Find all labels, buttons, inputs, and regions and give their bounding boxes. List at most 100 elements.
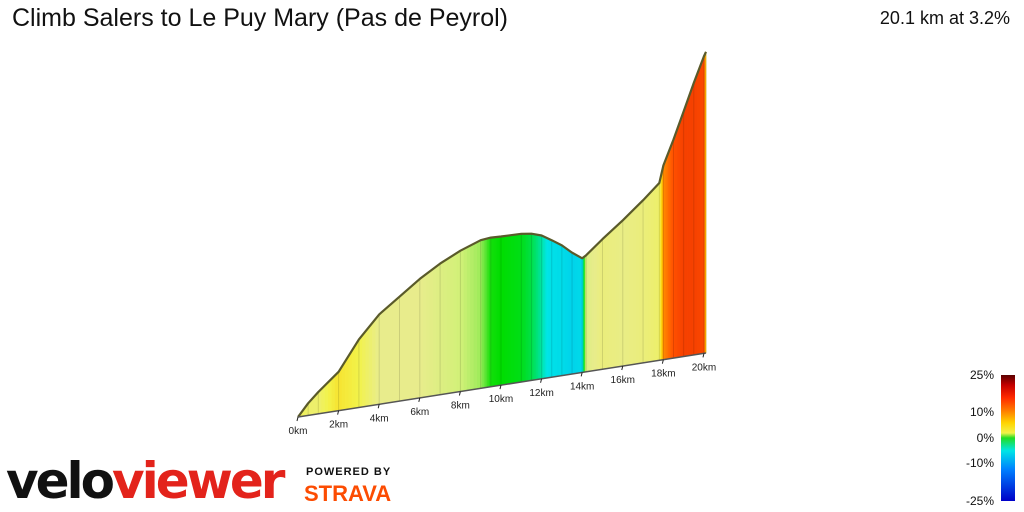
profile-slice [439, 260, 444, 396]
profile-slice [612, 225, 617, 368]
x-axis-tick [296, 416, 299, 422]
profile-slice [432, 265, 438, 397]
profile-slice [650, 187, 655, 362]
profile-base-line [297, 352, 707, 418]
profile-ridge-line [297, 51, 707, 418]
x-axis-tick-label: 8km [451, 401, 470, 412]
x-axis-tick-label: 18km [651, 369, 675, 380]
profile-slice [338, 365, 343, 411]
profile-slice [412, 281, 417, 400]
profile-slice [625, 212, 630, 366]
x-axis-tick-label: 14km [570, 381, 594, 392]
profile-slice [399, 293, 404, 402]
profile-slice [365, 326, 370, 407]
profile-slice [392, 298, 397, 403]
profile-slice [426, 270, 431, 398]
profile-slice [500, 235, 505, 386]
profile-slice [622, 216, 627, 367]
x-axis-tick [337, 410, 340, 415]
profile-slice [378, 310, 383, 405]
profile-slice [470, 243, 475, 391]
profile-slice [372, 317, 377, 406]
profile-slice [653, 185, 657, 362]
x-axis-tick [702, 353, 705, 358]
profile-slice [473, 241, 478, 390]
profile-slice [514, 233, 519, 384]
profile-slice [402, 290, 407, 401]
profile-slice [409, 284, 414, 400]
profile-slice [429, 268, 434, 397]
x-axis-tick [580, 372, 583, 377]
x-axis-tick [540, 378, 543, 383]
gradient-color-scale [1001, 375, 1015, 501]
profile-slice [588, 249, 593, 372]
profile-slice [615, 222, 620, 368]
profile-slice [351, 343, 356, 409]
profile-slice [591, 246, 595, 372]
profile-slice [355, 338, 360, 409]
profile-slice [368, 321, 373, 407]
profile-slice [460, 248, 465, 392]
profile-slice [422, 273, 427, 398]
profile-slice [341, 359, 346, 411]
x-axis-tick-label: 2km [329, 420, 348, 431]
profile-slice [507, 234, 512, 385]
veloviewer-logo-velo: velo [6, 452, 115, 510]
profile-slice [446, 256, 451, 395]
legend-label-minus-25: -25% [965, 494, 994, 508]
legend-label-minus-10: -10% [965, 456, 994, 470]
profile-slice [419, 275, 424, 399]
strava-logo[interactable]: STRAVA [304, 481, 392, 506]
profile-slice [345, 354, 350, 410]
profile-slice [635, 202, 641, 365]
profile-slice [648, 190, 652, 363]
profile-slice [504, 235, 509, 385]
x-axis-tick [377, 404, 380, 409]
profile-slice [361, 330, 367, 408]
veloviewer-logo-viewer: viewer [112, 452, 285, 510]
x-axis-tick [621, 365, 624, 371]
x-axis-tick-label: 0km [289, 426, 308, 437]
climb-summary: 20.1 km at 3.2% [879, 8, 1010, 28]
profile-slice [331, 374, 336, 413]
x-axis-tick [661, 359, 664, 364]
profile-slice [382, 307, 387, 405]
profile-slice [348, 349, 353, 410]
x-axis-tick-label: 12km [529, 388, 553, 399]
profile-slice [324, 381, 329, 414]
profile-slice [608, 229, 613, 369]
profile-slice [463, 246, 468, 392]
profile-slice [629, 209, 634, 366]
x-axis-tick-label: 20km [692, 362, 716, 373]
profile-slice [596, 241, 601, 371]
powered-by-label: POWERED BY [306, 466, 392, 478]
legend-label-0: 0% [976, 431, 994, 445]
x-axis-tick [499, 385, 502, 390]
profile-slice [416, 278, 421, 399]
profile-slice [449, 254, 454, 394]
legend-label-25: 25% [969, 368, 994, 382]
x-axis-tick [458, 391, 461, 396]
profile-slice [453, 252, 458, 393]
profile-slice [358, 334, 363, 408]
profile-slice [594, 243, 598, 371]
x-axis-tick-label: 16km [611, 375, 635, 386]
x-axis-tick-label: 10km [489, 394, 513, 405]
profile-slice [388, 301, 394, 404]
profile-slice [334, 371, 339, 412]
profile-slice [385, 304, 390, 404]
profile-slice [602, 235, 607, 370]
veloviewer-logo[interactable]: veloviewer [6, 456, 285, 506]
profile-slice [510, 234, 515, 384]
profile-slice [645, 193, 649, 363]
page-title: Climb Salers to Le Puy Mary (Pas de Peyr… [12, 4, 509, 32]
profile-slice [443, 258, 448, 395]
x-axis-tick-label: 4km [370, 413, 389, 424]
profile-slice [375, 313, 380, 406]
profile-slice [632, 206, 637, 365]
legend-label-10: 10% [969, 405, 994, 419]
profile-slice [466, 244, 471, 391]
profile-slice [395, 296, 400, 402]
profile-slice [405, 287, 410, 401]
